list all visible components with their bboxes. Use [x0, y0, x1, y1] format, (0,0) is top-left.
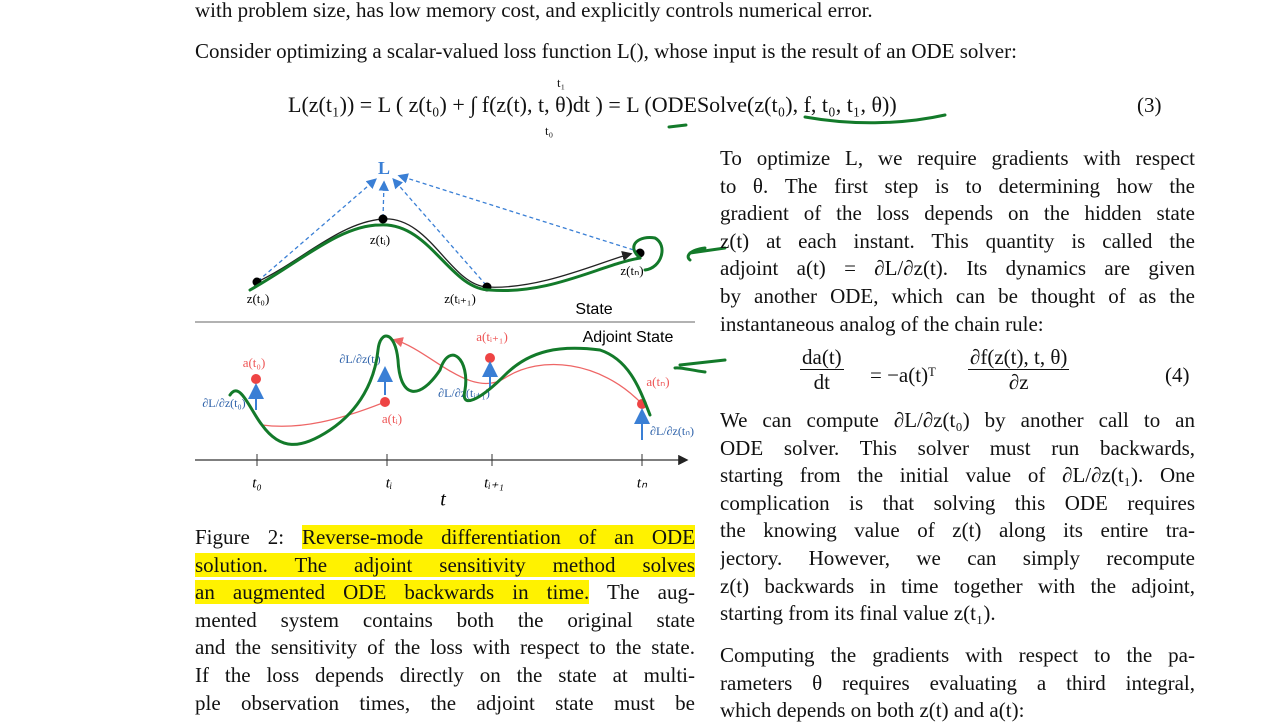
caption-line: mented system contains both the original… — [195, 607, 695, 633]
text-line: We can compute ∂L/∂z(t₀) by another call… — [720, 408, 1195, 432]
loss-arrows — [257, 173, 641, 286]
text-line: instantaneous analog of the chain rule: — [720, 311, 1044, 336]
point-label: z(tₙ) — [620, 263, 643, 278]
text-line: z(t) at each instant. This quantity is c… — [720, 228, 1195, 253]
text-line: adjoint a(t) = ∂L/∂z(t). Its dynamics ar… — [720, 256, 1195, 281]
caption-line: ple observation times, the adjoint state… — [195, 690, 695, 716]
caption-line: solution. The adjoint sensitivity method… — [195, 552, 695, 578]
text-line: to θ. The first step is to determining h… — [720, 173, 1195, 198]
text-line: rameters θ requires evaluating a third i… — [720, 670, 1195, 695]
highlight: an augmented ODE backwards in time. — [195, 580, 590, 605]
caption-line: Figure 2: Reverse-mode differentiation o… — [195, 524, 695, 550]
gradient-label: ∂L/∂z(t₀) — [202, 396, 245, 410]
axis-tick-label: tₙ — [637, 475, 648, 491]
caption-line: If the loss depends directly on the stat… — [195, 662, 695, 688]
point-label: z(t₀) — [247, 291, 270, 306]
text-line: To optimize L, we require gradients with… — [720, 146, 1195, 170]
text-line: jectory. However, we can simply recomput… — [720, 546, 1195, 570]
denominator: dt — [813, 370, 830, 394]
adjoint-label: a(tᵢ) — [382, 411, 402, 426]
equation-part: = −a(t)ᵀ — [870, 363, 936, 387]
caption-text: The aug- — [606, 580, 695, 605]
equation-limit: t₀ — [545, 123, 554, 138]
equation-limit: t₁ — [557, 75, 566, 90]
axis-label: t — [440, 489, 446, 511]
section-label: State — [575, 301, 612, 318]
caption-text: If the loss depends directly on the stat… — [195, 663, 695, 687]
denominator: ∂z — [1008, 370, 1029, 394]
numerator: da(t) — [800, 345, 844, 370]
text-line: z(t) backwards in time together with the… — [720, 573, 1195, 598]
gradient-label: ∂L/∂z(tₙ) — [650, 424, 694, 438]
highlight: Reverse-mode differentiation of an ODE — [301, 525, 695, 549]
text-line: which depends on both z(t) and a(t): — [720, 698, 1025, 723]
point-label: z(tᵢ₊₁) — [444, 291, 476, 306]
highlight: solution. The adjoint sensitivity method… — [195, 552, 695, 577]
axis-tick-label: t₀ — [252, 475, 261, 491]
caption-text: ple observation times, the adjoint state… — [195, 690, 695, 715]
equation-number: (4) — [1165, 363, 1190, 387]
point-label: z(tᵢ) — [370, 232, 390, 247]
caption-label: Figure 2: — [195, 525, 285, 549]
section-label: Adjoint State — [583, 329, 674, 346]
text-line: ODE solver. This solver must run backwar… — [720, 435, 1195, 460]
adjoint-label: a(tₙ) — [646, 374, 669, 389]
fraction: da(t) dt — [800, 345, 844, 394]
state-curve — [256, 218, 633, 288]
caption-line: an augmented ODE backwards in time. The … — [195, 579, 695, 605]
numerator: ∂f(z(t), t, θ) — [968, 345, 1070, 370]
fraction: ∂f(z(t), t, θ) ∂z — [968, 345, 1070, 394]
text-line: by another ODE, which can be thought of … — [720, 284, 1195, 308]
gradient-arrows — [248, 361, 650, 440]
text-line: with problem size, has low memory cost, … — [195, 0, 873, 22]
handwriting — [228, 113, 947, 446]
text-line: starting from the initial value of ∂L/∂z… — [720, 463, 1195, 488]
text-line: Computing the gradients with respect to … — [720, 643, 1195, 667]
axis-tick-label: tᵢ₊₁ — [484, 475, 504, 491]
caption-text: and the sensitivity of the loss with res… — [195, 635, 695, 660]
axis-tick-label: tᵢ — [386, 475, 393, 491]
text-line: Consider optimizing a scalar-valued loss… — [195, 39, 1017, 63]
caption-text: mented system contains both the original… — [195, 607, 695, 632]
adjoint-label: a(tᵢ₊₁) — [476, 329, 508, 344]
text-line: the knowing value of z(t) along its enti… — [720, 518, 1195, 543]
loss-label: L — [378, 158, 390, 178]
gradient-label: ∂L/∂z(tᵢ) — [339, 352, 380, 366]
text-line: starting from its final value z(t₁). — [720, 601, 996, 626]
equation: L(z(t₁)) = L ( z(t₀) + ∫ f(z(t), t, θ)dt… — [288, 92, 897, 117]
text-line: complication is that solving this ODE re… — [720, 490, 1195, 515]
text-line: gradient of the loss depends on the hidd… — [720, 201, 1195, 226]
equation-number: (3) — [1137, 93, 1162, 117]
adjoint-label: a(t₀) — [243, 355, 266, 370]
caption-line: and the sensitivity of the loss with res… — [195, 634, 695, 660]
